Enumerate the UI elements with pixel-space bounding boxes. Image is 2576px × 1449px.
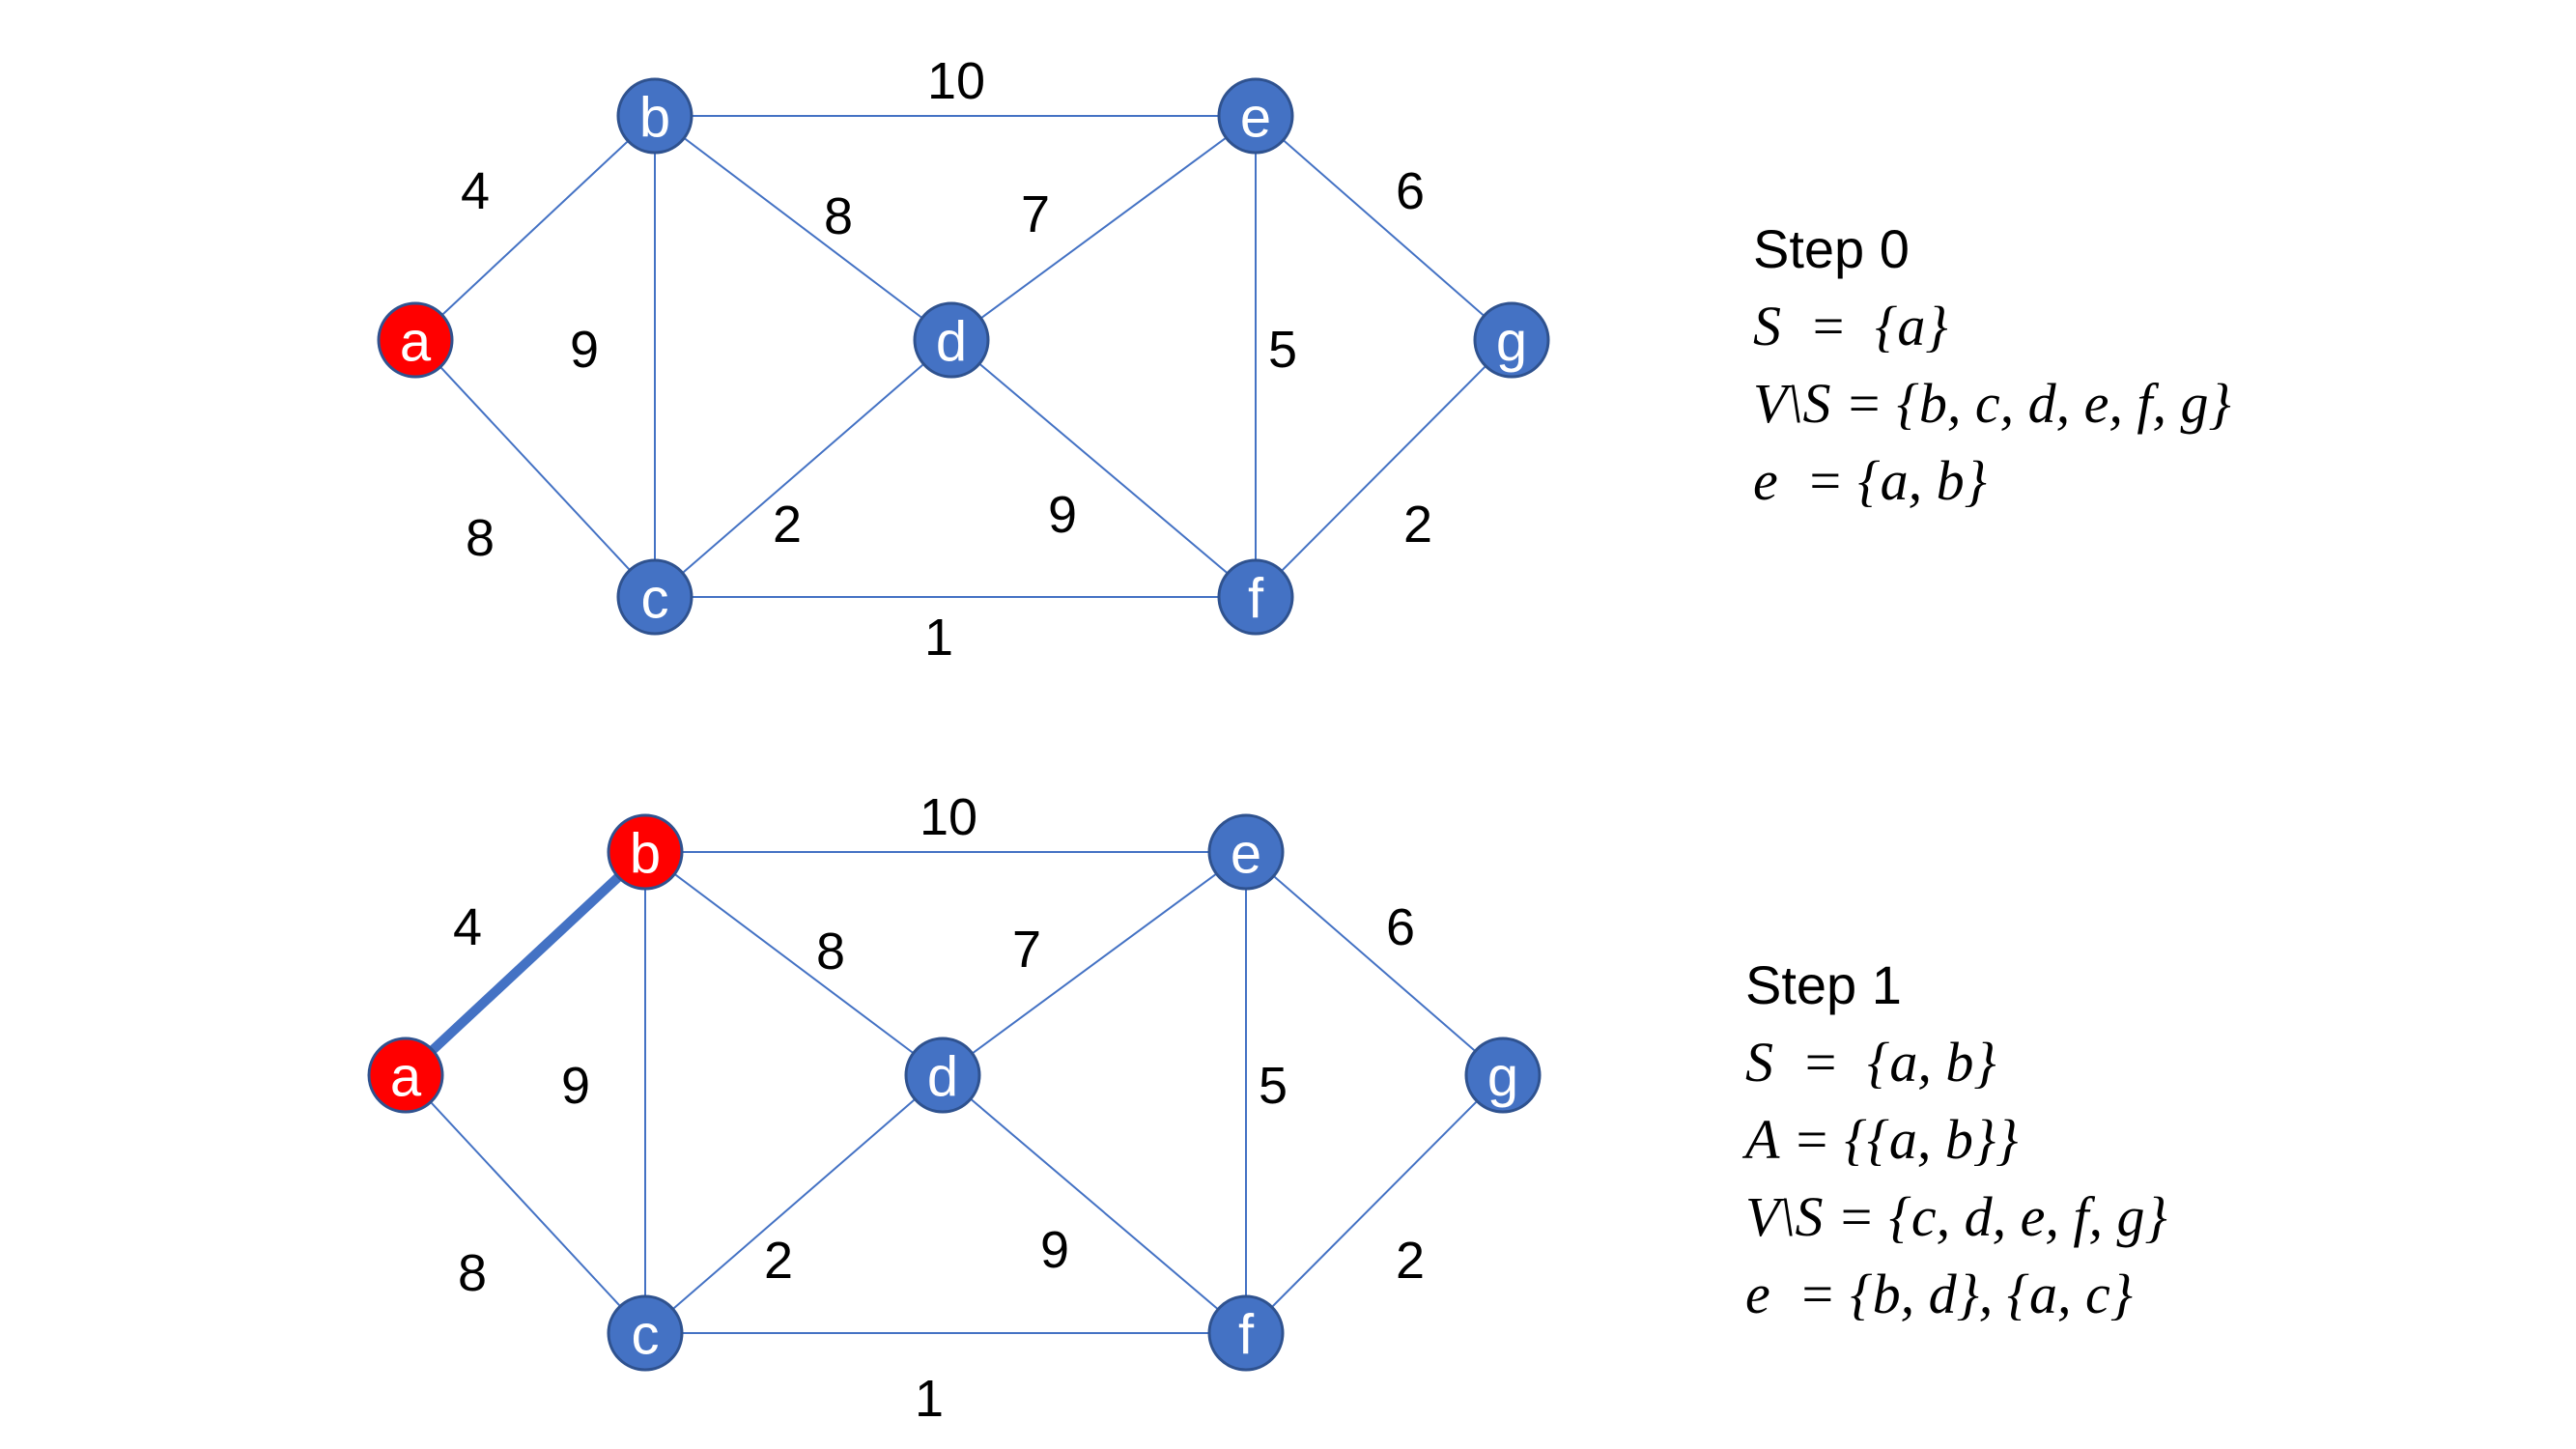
- step-1-set-v-minus-s: V\S = {c, d, e, f, g}: [1745, 1185, 2167, 1248]
- node-a-selected: [367, 1037, 444, 1114]
- node-label-g: g: [1487, 1046, 1518, 1109]
- edge-weight-b-d: 8: [824, 187, 853, 245]
- edge-b-d: [654, 115, 952, 341]
- node-g: [1464, 1037, 1542, 1114]
- edge-weight-e-g: 6: [1386, 898, 1415, 956]
- edge-weight-b-e: 10: [920, 788, 977, 846]
- node-label-c: c: [641, 568, 669, 631]
- edge-weight-d-f: 9: [1040, 1221, 1069, 1279]
- edge-weight-f-g: 2: [1403, 496, 1432, 554]
- edge-weight-c-d: 2: [764, 1232, 793, 1290]
- node-label-b: b: [630, 823, 661, 886]
- node-e: [1217, 77, 1294, 155]
- node-label-g: g: [1496, 311, 1527, 374]
- step-0-block: Step 0 S = {a} V\S = {b, c, d, e, f, g} …: [1753, 211, 2231, 520]
- edge-weight-c-d: 2: [773, 496, 802, 554]
- step-0-set-v-minus-s: V\S = {b, c, d, e, f, g}: [1753, 372, 2231, 435]
- node-label-a: a: [390, 1046, 422, 1109]
- edge-weight-e-g: 6: [1396, 162, 1425, 220]
- edge-weight-e-f: 5: [1259, 1057, 1288, 1115]
- node-b-selected: [607, 813, 684, 891]
- edge-d-f: [942, 1074, 1247, 1334]
- node-d: [904, 1037, 981, 1114]
- edge-d-e: [950, 115, 1257, 341]
- node-a-selected: [377, 301, 454, 379]
- node-label-f: f: [1238, 1304, 1255, 1367]
- node-d: [913, 301, 990, 379]
- edge-weight-b-c: 9: [570, 321, 599, 379]
- node-c: [607, 1294, 684, 1372]
- graph-panel-0: 4 8 9 10 8 7 2 9 1 5 6 2 a b c d e f g: [377, 52, 1550, 667]
- step-0-candidate-edge: e = {a, b}: [1753, 449, 1987, 512]
- edge-weight-f-g: 2: [1396, 1232, 1425, 1290]
- node-label-d: d: [936, 311, 967, 374]
- node-e: [1207, 813, 1285, 891]
- node-label-d: d: [927, 1046, 958, 1109]
- edge-weight-a-b: 4: [453, 898, 482, 956]
- edge-b-d: [644, 851, 944, 1076]
- edge-c-d: [644, 1074, 944, 1334]
- edge-e-g: [1245, 851, 1504, 1076]
- edge-f-g: [1255, 339, 1513, 598]
- edge-weight-b-e: 10: [927, 52, 985, 110]
- edge-weight-b-d: 8: [816, 923, 845, 980]
- edge-weight-e-f: 5: [1268, 321, 1297, 379]
- edge-weight-d-e: 7: [1021, 185, 1050, 243]
- node-b: [616, 77, 694, 155]
- edge-weight-a-c: 8: [466, 509, 495, 567]
- edge-weight-a-b: 4: [461, 162, 490, 220]
- node-f: [1207, 1294, 1285, 1372]
- step-1-set-s: S = {a, b}: [1745, 1031, 1996, 1094]
- step-0-set-s: S = {a}: [1753, 295, 1948, 357]
- edge-weight-c-f: 1: [915, 1370, 944, 1428]
- edge-a-b-selected: [402, 848, 649, 1079]
- edge-a-b: [414, 115, 656, 341]
- edge-a-c: [405, 1074, 646, 1334]
- node-c: [616, 558, 694, 636]
- node-label-b: b: [639, 87, 670, 150]
- edge-e-g: [1255, 115, 1513, 341]
- edge-weight-d-e: 7: [1012, 921, 1041, 979]
- node-label-e: e: [1240, 87, 1271, 150]
- step-1-title: Step 1: [1745, 954, 1902, 1015]
- step-1-candidate-edges: e = {b, d}, {a, c}: [1745, 1263, 2133, 1325]
- edge-d-f: [950, 339, 1257, 598]
- edge-f-g: [1245, 1074, 1504, 1334]
- edge-c-d: [654, 339, 952, 598]
- edge-weight-c-f: 1: [924, 609, 953, 667]
- edge-weight-d-f: 9: [1048, 486, 1077, 544]
- node-g: [1473, 301, 1550, 379]
- edge-weight-a-c: 8: [458, 1244, 487, 1302]
- edge-a-c: [414, 339, 656, 598]
- step-1-block: Step 1 S = {a, b} A = {{a, b}} V\S = {c,…: [1745, 947, 2167, 1333]
- node-label-f: f: [1248, 568, 1264, 631]
- node-label-a: a: [400, 311, 432, 374]
- step-1-set-a: A = {{a, b}}: [1745, 1108, 2019, 1171]
- step-0-title: Step 0: [1753, 218, 1910, 279]
- edge-d-e: [942, 851, 1247, 1076]
- node-label-e: e: [1231, 823, 1261, 886]
- graph-panel-1: 4 8 9 10 8 7 2 9 1 5 6 2 a b c d e f g: [367, 788, 1542, 1428]
- edge-weight-b-c: 9: [561, 1057, 590, 1115]
- node-f: [1217, 558, 1294, 636]
- node-label-c: c: [632, 1304, 660, 1367]
